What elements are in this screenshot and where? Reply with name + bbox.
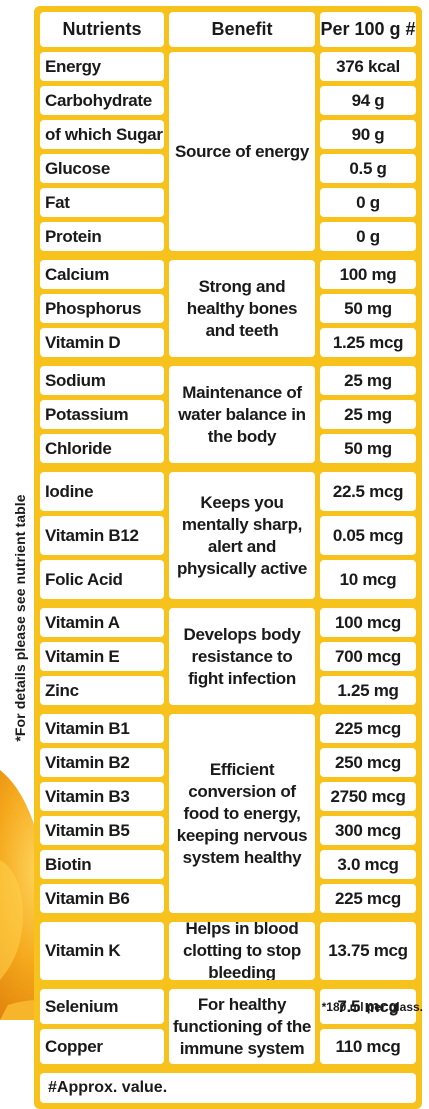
- nutrient-name: Vitamin B5: [40, 816, 164, 845]
- nutrient-name: Vitamin B3: [40, 782, 164, 811]
- nutrient-value: 90 g: [320, 120, 416, 149]
- nutrient-value: 0 g: [320, 188, 416, 217]
- nutrient-value: 10 mcg: [320, 560, 416, 599]
- nutrient-value: 225 mcg: [320, 884, 416, 913]
- nutrient-name: Vitamin A: [40, 608, 164, 637]
- benefit-text: Source of energy: [169, 52, 315, 251]
- benefit-text: Efficient conversion of food to energy, …: [169, 714, 315, 913]
- benefit-text: Strong and healthy bones and teeth: [169, 260, 315, 357]
- nutrient-name: of which Sugar: [40, 120, 164, 149]
- nutrient-name: Vitamin D: [40, 328, 164, 357]
- nutrient-name: Copper: [40, 1029, 164, 1064]
- nutrient-name: Sodium: [40, 366, 164, 395]
- benefit-text: Keeps you mentally sharp, alert and phys…: [169, 472, 315, 599]
- nutrient-name: Vitamin B1: [40, 714, 164, 743]
- benefit-text: Helps in blood clotting to stop bleeding: [169, 922, 315, 980]
- nutrient-value: 50 mg: [320, 294, 416, 323]
- nutrient-name: Biotin: [40, 850, 164, 879]
- nutrient-value: 0.05 mcg: [320, 516, 416, 555]
- nutrient-name: Protein: [40, 222, 164, 251]
- nutrient-name: Vitamin B12: [40, 516, 164, 555]
- nutrient-value: 3.0 mcg: [320, 850, 416, 879]
- nutrient-value: 225 mcg: [320, 714, 416, 743]
- nutrient-value: 100 mg: [320, 260, 416, 289]
- nutrient-value: 22.5 mcg: [320, 472, 416, 511]
- nutrient-value: 300 mcg: [320, 816, 416, 845]
- nutrient-value: 0.5 g: [320, 154, 416, 183]
- nutrient-value: 100 mcg: [320, 608, 416, 637]
- nutrient-value: 376 kcal: [320, 52, 416, 81]
- nutrient-name: Energy: [40, 52, 164, 81]
- header-benefit: Benefit: [169, 12, 315, 47]
- nutrient-value: 110 mcg: [320, 1029, 416, 1064]
- nutrient-name: Vitamin B2: [40, 748, 164, 777]
- nutrient-name: Zinc: [40, 676, 164, 705]
- nutrient-value: 1.25 mg: [320, 676, 416, 705]
- nutrient-name: Glucose: [40, 154, 164, 183]
- nutrient-name: Phosphorus: [40, 294, 164, 323]
- nutrient-name: Fat: [40, 188, 164, 217]
- nutrient-name: Calcium: [40, 260, 164, 289]
- nutrient-value: 700 mcg: [320, 642, 416, 671]
- nutrient-value: 7.5 mcg: [320, 989, 416, 1024]
- nutrient-value: 1.25 mcg: [320, 328, 416, 357]
- nutrient-name: Vitamin K: [40, 922, 164, 980]
- nutrient-value: 94 g: [320, 86, 416, 115]
- benefit-text: Maintenance of water balance in the body: [169, 366, 315, 463]
- nutrient-value: 13.75 mcg: [320, 922, 416, 980]
- header-per-100g: Per 100 g #: [320, 12, 416, 47]
- side-note: *For details please see nutrient table: [12, 494, 28, 742]
- nutrient-value: 50 mg: [320, 434, 416, 463]
- nutrient-value: 25 mg: [320, 366, 416, 395]
- nutrient-name: Potassium: [40, 400, 164, 429]
- nutrition-table: Nutrients Benefit Per 100 g # Energy 376 kca…: [34, 6, 422, 1109]
- nutrient-name: Vitamin B6: [40, 884, 164, 913]
- nutrient-name: Folic Acid: [40, 560, 164, 599]
- nutrient-name: Carbohydrate: [40, 86, 164, 115]
- nutrient-value: 2750 mcg: [320, 782, 416, 811]
- nutrient-name: Iodine: [40, 472, 164, 511]
- approx-note: #Approx. value.: [40, 1073, 416, 1103]
- nutrient-name: Chloride: [40, 434, 164, 463]
- nutrient-name: Selenium: [40, 989, 164, 1024]
- benefit-text: Develops body resistance to fight infect…: [169, 608, 315, 705]
- footnote: *180 ml per glass.: [321, 1000, 423, 1014]
- header-nutrients: Nutrients: [40, 12, 164, 47]
- nutrient-name: Vitamin E: [40, 642, 164, 671]
- nutrient-value: 25 mg: [320, 400, 416, 429]
- nutrient-value: 0 g: [320, 222, 416, 251]
- benefit-text: For healthy functioning of the immune sy…: [169, 989, 315, 1064]
- nutrient-value: 250 mcg: [320, 748, 416, 777]
